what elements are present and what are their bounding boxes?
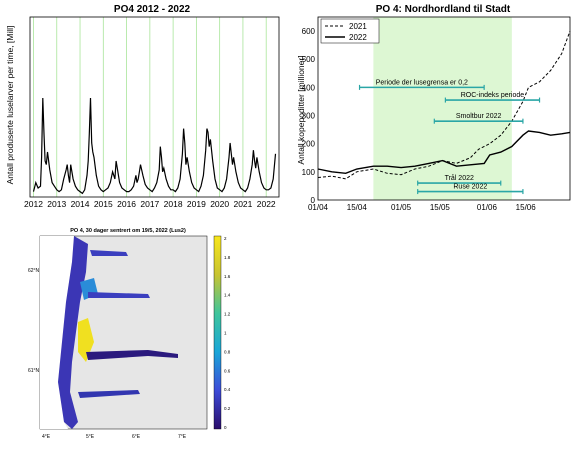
map-title: PO 4, 30 dager sentrert om 19/5, 2022 (L… bbox=[70, 228, 186, 234]
lon-tick: 5°E bbox=[86, 434, 95, 440]
chart-left: PO4 2012 - 2022 Antall produserte lusela… bbox=[5, 4, 280, 209]
y-tick-label: 400 bbox=[302, 83, 316, 92]
series-group bbox=[32, 97, 277, 195]
y-axis-label: Antall kopepoditter [millioner] bbox=[296, 55, 306, 164]
series-line-2022 bbox=[317, 130, 571, 175]
chart-title: PO 4: Nordhordland til Stadt bbox=[376, 4, 511, 15]
x-tick-label: 15/04 bbox=[347, 203, 368, 212]
fjord-top bbox=[90, 250, 128, 256]
y-axis-label: Antall produserte luselarver per time, [… bbox=[5, 26, 15, 185]
chart-title: PO4 2012 - 2022 bbox=[114, 4, 191, 15]
y-tick-label: 600 bbox=[302, 27, 316, 36]
period-label: Smoltbur 2022 bbox=[456, 113, 502, 120]
plot-frame bbox=[317, 16, 571, 201]
colorbar-tick-label: 0 bbox=[224, 425, 227, 430]
legend-label-2021: 2021 bbox=[349, 22, 367, 31]
y-tick-label: 500 bbox=[302, 55, 316, 64]
colorbar-tick-label: 0.8 bbox=[224, 349, 231, 354]
x-tick-label: 2014 bbox=[71, 199, 90, 209]
lat-tick: 62°N bbox=[28, 268, 40, 274]
colorbar-tick-label: 2 bbox=[224, 236, 227, 241]
period-bars: Periode der lusegrensa er 0,2 ROC-indeks … bbox=[358, 79, 541, 195]
series-group bbox=[317, 30, 571, 180]
x-tick-label: 01/06 bbox=[477, 203, 498, 212]
period-label: Trål 2022 bbox=[445, 174, 474, 182]
map-panel: PO 4, 30 dager sentrert om 19/5, 2022 (L… bbox=[28, 228, 231, 440]
x-tick-label: 2012 bbox=[24, 199, 43, 209]
lat-tick: 61°N bbox=[28, 368, 40, 374]
period-label: ROC-indeks periode bbox=[461, 92, 525, 99]
period-label: Ruse 2022 bbox=[453, 184, 487, 191]
colorbar-ticks: 2 1.8 1.6 1.4 1.2 1 0.8 0.6 0.4 0.2 0 bbox=[224, 236, 231, 430]
x-tick-label: 01/05 bbox=[391, 203, 412, 212]
colorbar-tick-label: 1.6 bbox=[224, 274, 231, 279]
legend: 2021 2022 bbox=[320, 18, 380, 44]
colorbar-tick-label: 1.4 bbox=[224, 293, 231, 298]
x-tick-label: 2017 bbox=[140, 199, 159, 209]
legend-label-2022: 2022 bbox=[349, 33, 367, 42]
sognefjord bbox=[86, 350, 178, 360]
x-tick-label: 2021 bbox=[233, 199, 252, 209]
x-tick-label: 2019 bbox=[187, 199, 206, 209]
legend-box bbox=[320, 18, 380, 44]
open-sea bbox=[40, 236, 74, 429]
y-tick-label: 100 bbox=[302, 168, 316, 177]
x-tick-label: 2018 bbox=[164, 199, 183, 209]
colorbar-tick-label: 0.6 bbox=[224, 368, 231, 373]
x-tick-label: 2016 bbox=[117, 199, 136, 209]
lon-tick: 4°E bbox=[42, 434, 51, 440]
highlight-span bbox=[373, 17, 512, 200]
x-tick-label: 2013 bbox=[47, 199, 66, 209]
colorbar-tick-label: 1.2 bbox=[224, 312, 231, 317]
x-tick-label: 15/06 bbox=[516, 203, 537, 212]
grid-lines bbox=[33, 17, 267, 197]
plot-frame bbox=[29, 16, 280, 198]
y-tick-label: 200 bbox=[302, 140, 316, 149]
colorbar bbox=[213, 235, 222, 430]
lon-tick: 7°E bbox=[178, 434, 187, 440]
fjord-south bbox=[78, 390, 140, 398]
series-line-2021 bbox=[317, 30, 571, 180]
colorbar-tick-label: 0.2 bbox=[224, 406, 231, 411]
x-tick-label: 01/04 bbox=[308, 203, 329, 212]
series-line bbox=[32, 97, 277, 195]
period-label: Periode der lusegrensa er 0,2 bbox=[376, 79, 468, 86]
lon-tick: 6°E bbox=[132, 434, 141, 440]
x-tick-label: 2015 bbox=[94, 199, 113, 209]
colorbar-tick-label: 1.8 bbox=[224, 255, 231, 260]
hotspot bbox=[78, 318, 94, 362]
x-tick-labels: 01/04 15/04 01/05 15/05 01/06 15/06 bbox=[308, 203, 536, 212]
x-tick-label: 2022 bbox=[257, 199, 276, 209]
colorbar-tick-label: 0.4 bbox=[224, 387, 231, 392]
chart-right: PO 4: Nordhordland til Stadt Antall kope… bbox=[296, 4, 571, 212]
x-tick-label: 15/05 bbox=[430, 203, 451, 212]
x-tick-label: 2020 bbox=[210, 199, 229, 209]
x-tick-labels: 2012 2013 2014 2015 2016 2017 2018 2019 2020 2021… bbox=[24, 199, 276, 209]
y-tick-label: 300 bbox=[302, 112, 316, 121]
y-tick-labels: 0 100 200 300 400 500 600 bbox=[302, 27, 316, 205]
y-tick-label: 0 bbox=[311, 196, 316, 205]
fjord-north bbox=[88, 292, 150, 298]
colorbar-tick-label: 1 bbox=[224, 331, 227, 336]
